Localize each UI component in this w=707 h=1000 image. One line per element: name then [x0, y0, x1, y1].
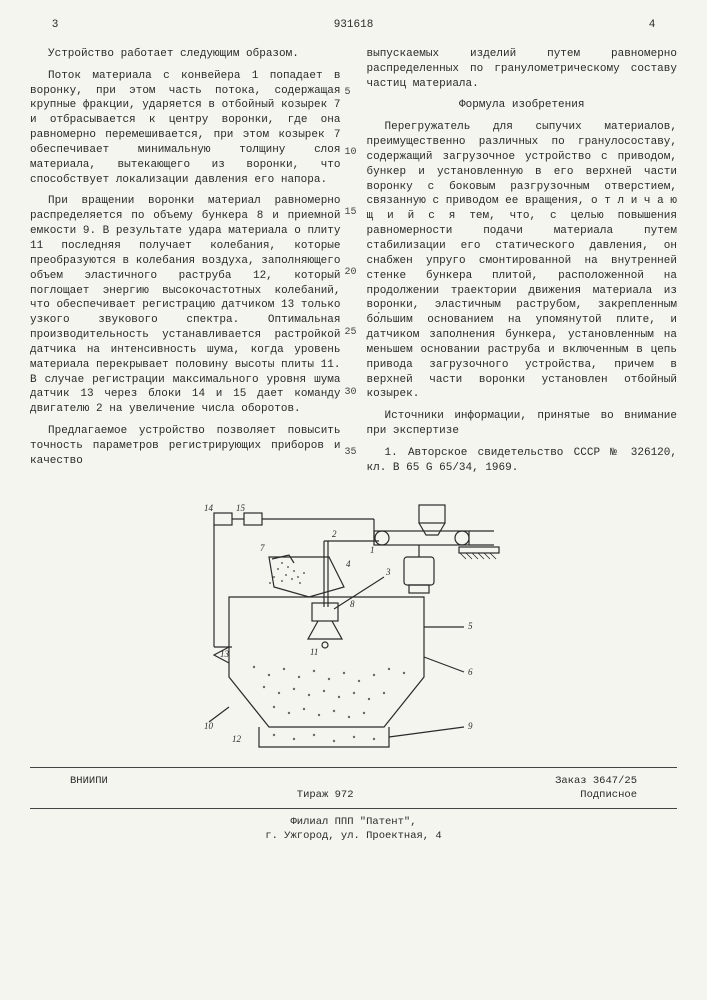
formula-title: Формула изобретения	[367, 98, 678, 113]
paragraph: При вращении воронки материал равномерно…	[30, 194, 341, 417]
svg-text:15: 15	[236, 503, 246, 513]
patent-figure: 14 15 2 1 7 4 5 6 9 10 3 8 11 13 12	[174, 497, 534, 757]
footer-tirazh: Тираж 972	[297, 788, 354, 802]
svg-text:9: 9	[468, 721, 473, 731]
svg-text:7: 7	[260, 543, 265, 553]
line-marker: 35	[345, 446, 357, 460]
line-marker: 20	[345, 266, 357, 280]
page-number-left: 3	[30, 18, 80, 33]
svg-text:14: 14	[204, 503, 214, 513]
svg-text:2: 2	[332, 529, 337, 539]
line-marker: 15	[345, 206, 357, 220]
line-marker: 10	[345, 146, 357, 160]
svg-text:12: 12	[232, 734, 242, 744]
document-number: 931618	[80, 18, 627, 33]
left-column: Устройство работает следующим образом. П…	[30, 47, 341, 483]
footer-org: ВНИИПИ	[70, 774, 108, 788]
page-number-right: 4	[627, 18, 677, 33]
paragraph: Поток материала с конвейера 1 попадает в…	[30, 69, 341, 188]
source-item: 1. Авторское свидетельство СССР № 326120…	[367, 446, 678, 476]
svg-text:8: 8	[350, 599, 355, 609]
svg-text:1: 1	[370, 545, 375, 555]
svg-text:13: 13	[220, 649, 230, 659]
svg-text:3: 3	[385, 567, 391, 577]
paragraph: выпускаемых изделий путем равномерно рас…	[367, 47, 678, 92]
footer-sub: Подписное	[580, 788, 637, 802]
text-columns: Устройство работает следующим образом. П…	[30, 47, 677, 483]
paragraph: Предлагаемое устройство позволяет повыси…	[30, 424, 341, 469]
footer-filial: Филиал ППП "Патент",	[30, 815, 677, 829]
line-marker: 30	[345, 386, 357, 400]
footer: ВНИИПИ Заказ 3647/25 Тираж 972 Подписное…	[30, 767, 677, 844]
right-column: выпускаемых изделий путем равномерно рас…	[367, 47, 678, 483]
footer-order: Заказ 3647/25	[555, 774, 637, 788]
sources-title: Источники информации, принятые во вниман…	[367, 409, 678, 439]
paragraph: Перегружатель для сыпучих материалов, пр…	[367, 120, 678, 402]
header-row: 3 931618 4	[30, 18, 677, 33]
svg-text:4: 4	[346, 559, 351, 569]
line-marker: 25	[345, 326, 357, 340]
svg-text:6: 6	[468, 667, 473, 677]
svg-text:10: 10	[204, 721, 214, 731]
paragraph: Устройство работает следующим образом.	[30, 47, 341, 62]
footer-address: г. Ужгород, ул. Проектная, 4	[30, 829, 677, 843]
svg-text:11: 11	[310, 647, 318, 657]
svg-text:5: 5	[468, 621, 473, 631]
line-marker: 5	[345, 86, 351, 100]
